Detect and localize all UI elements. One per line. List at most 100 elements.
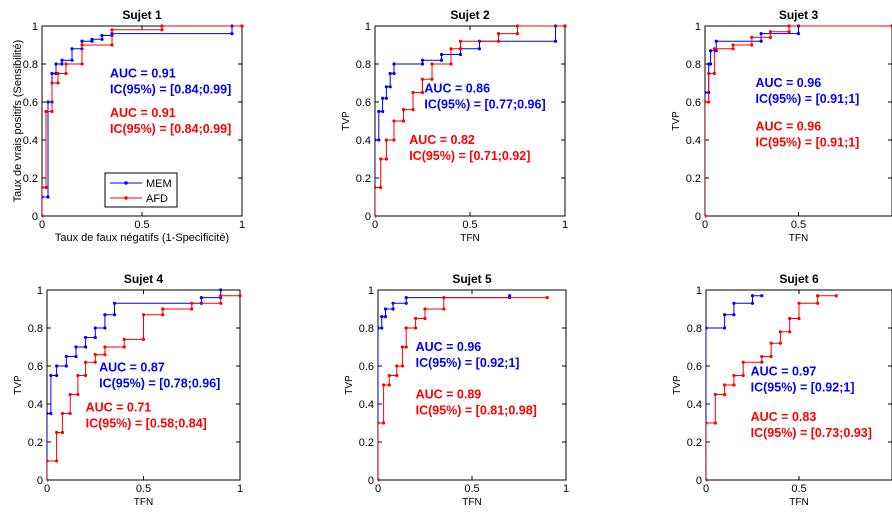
- data-point: [723, 392, 727, 397]
- data-point: [380, 315, 384, 319]
- y-tick-label: 1: [368, 285, 374, 297]
- y-tick-label: 0.8: [23, 59, 38, 71]
- x-tick-label: 0: [372, 219, 378, 231]
- data-point: [382, 383, 386, 387]
- data-point: [378, 326, 380, 330]
- y-tick-label: 0.2: [356, 173, 371, 185]
- data-point: [496, 31, 501, 36]
- data-point: [377, 138, 381, 142]
- data-point: [84, 345, 88, 349]
- data-point: [110, 43, 114, 47]
- data-point: [54, 62, 58, 66]
- series-mem: [47, 288, 223, 482]
- legend-box: [104, 172, 178, 208]
- series-afd: [47, 294, 242, 482]
- data-point: [387, 373, 391, 378]
- data-point: [458, 52, 463, 57]
- data-point: [46, 100, 50, 104]
- data-point: [732, 383, 736, 387]
- annotation-text: AUC = 0.83: [751, 410, 817, 424]
- data-point: [384, 157, 388, 161]
- x-tick-label: 0: [375, 483, 381, 495]
- data-point: [709, 49, 713, 53]
- annotation-text: IC(95%) = [0.78;0.96]: [99, 377, 220, 391]
- data-point: [395, 364, 399, 368]
- data-point: [68, 411, 72, 416]
- data-point: [219, 301, 223, 305]
- y-tick-label: 0.4: [23, 135, 38, 147]
- data-point: [68, 392, 72, 397]
- plot-area: [374, 25, 566, 217]
- data-point: [395, 373, 399, 378]
- data-point: [49, 411, 53, 416]
- data-point: [750, 43, 754, 47]
- panel-title: Sujet 3: [779, 8, 819, 22]
- y-tick-label: 0.6: [687, 361, 702, 373]
- data-point: [414, 316, 418, 321]
- x-tick-label: 0: [703, 483, 709, 495]
- annotation-text: AUC = 0.71: [86, 401, 152, 415]
- y-tick-label: 0.8: [686, 59, 701, 71]
- x-tick-label: 0: [702, 219, 708, 231]
- data-point: [103, 345, 107, 349]
- x-tick-label: 1: [562, 219, 568, 231]
- data-point: [384, 85, 388, 89]
- x-tick-label: 1: [237, 483, 243, 495]
- data-point: [750, 35, 754, 40]
- data-point: [392, 138, 396, 142]
- data-point: [60, 411, 65, 416]
- data-point: [93, 353, 97, 357]
- data-point: [122, 337, 126, 341]
- data-point: [76, 392, 80, 397]
- data-point: [381, 96, 385, 100]
- y-tick-label: 0: [365, 211, 371, 223]
- annotation-text: IC(95%) = [0.91;1]: [755, 92, 859, 106]
- data-point: [442, 307, 446, 311]
- data-point: [709, 62, 713, 66]
- data-point: [378, 421, 380, 425]
- data-point: [391, 301, 395, 305]
- panel-4: Sujet 4 0 0.5 1 0 0.2 0.4 0.6 0.8 1 TFN TVP AUC = 0.…: [13, 272, 243, 508]
- data-point: [401, 119, 406, 123]
- data-point: [392, 119, 396, 123]
- y-tick-label: 0.6: [28, 361, 43, 373]
- legend-label: MEM: [146, 178, 172, 190]
- data-point: [731, 47, 735, 51]
- y-axis-label: TVP: [671, 111, 682, 131]
- data-point: [56, 71, 60, 76]
- data-point: [768, 35, 773, 40]
- data-point: [768, 30, 773, 34]
- data-point: [384, 96, 388, 100]
- data-point: [160, 24, 164, 28]
- data-point: [392, 62, 396, 66]
- data-point: [449, 47, 453, 51]
- data-point: [508, 294, 512, 298]
- data-point: [199, 296, 203, 300]
- data-point: [80, 62, 84, 66]
- y-tick-label: 0.2: [28, 437, 43, 449]
- y-axis-label: Taux de vrais positifs (Sensibilité): [12, 40, 24, 203]
- data-point: [383, 315, 388, 319]
- data-point: [496, 39, 501, 43]
- data-point: [788, 330, 792, 334]
- data-point: [439, 52, 444, 57]
- panel-title: Sujet 5: [452, 272, 492, 286]
- x-axis-label: TFN: [789, 497, 808, 508]
- y-axis-label: TVP: [672, 375, 683, 395]
- data-point: [380, 326, 384, 330]
- data-point: [430, 62, 434, 66]
- data-point: [759, 39, 763, 43]
- data-point: [796, 31, 801, 36]
- data-point: [112, 301, 117, 305]
- data-point: [404, 301, 408, 305]
- panel-title: Sujet 6: [779, 272, 819, 286]
- data-point: [93, 335, 97, 340]
- x-tick-label: 0.5: [134, 219, 149, 231]
- panel-3: Sujet 3 0 0.5 0 0.2 0.4 0.6 0.8 1 TFN TVP AUC = 0.9…: [671, 8, 892, 244]
- data-point: [741, 373, 745, 378]
- x-tick-label: 0.5: [462, 219, 477, 231]
- data-point: [816, 301, 820, 305]
- data-point: [404, 326, 408, 330]
- data-point: [112, 313, 117, 317]
- x-axis-label: TFN: [134, 497, 153, 508]
